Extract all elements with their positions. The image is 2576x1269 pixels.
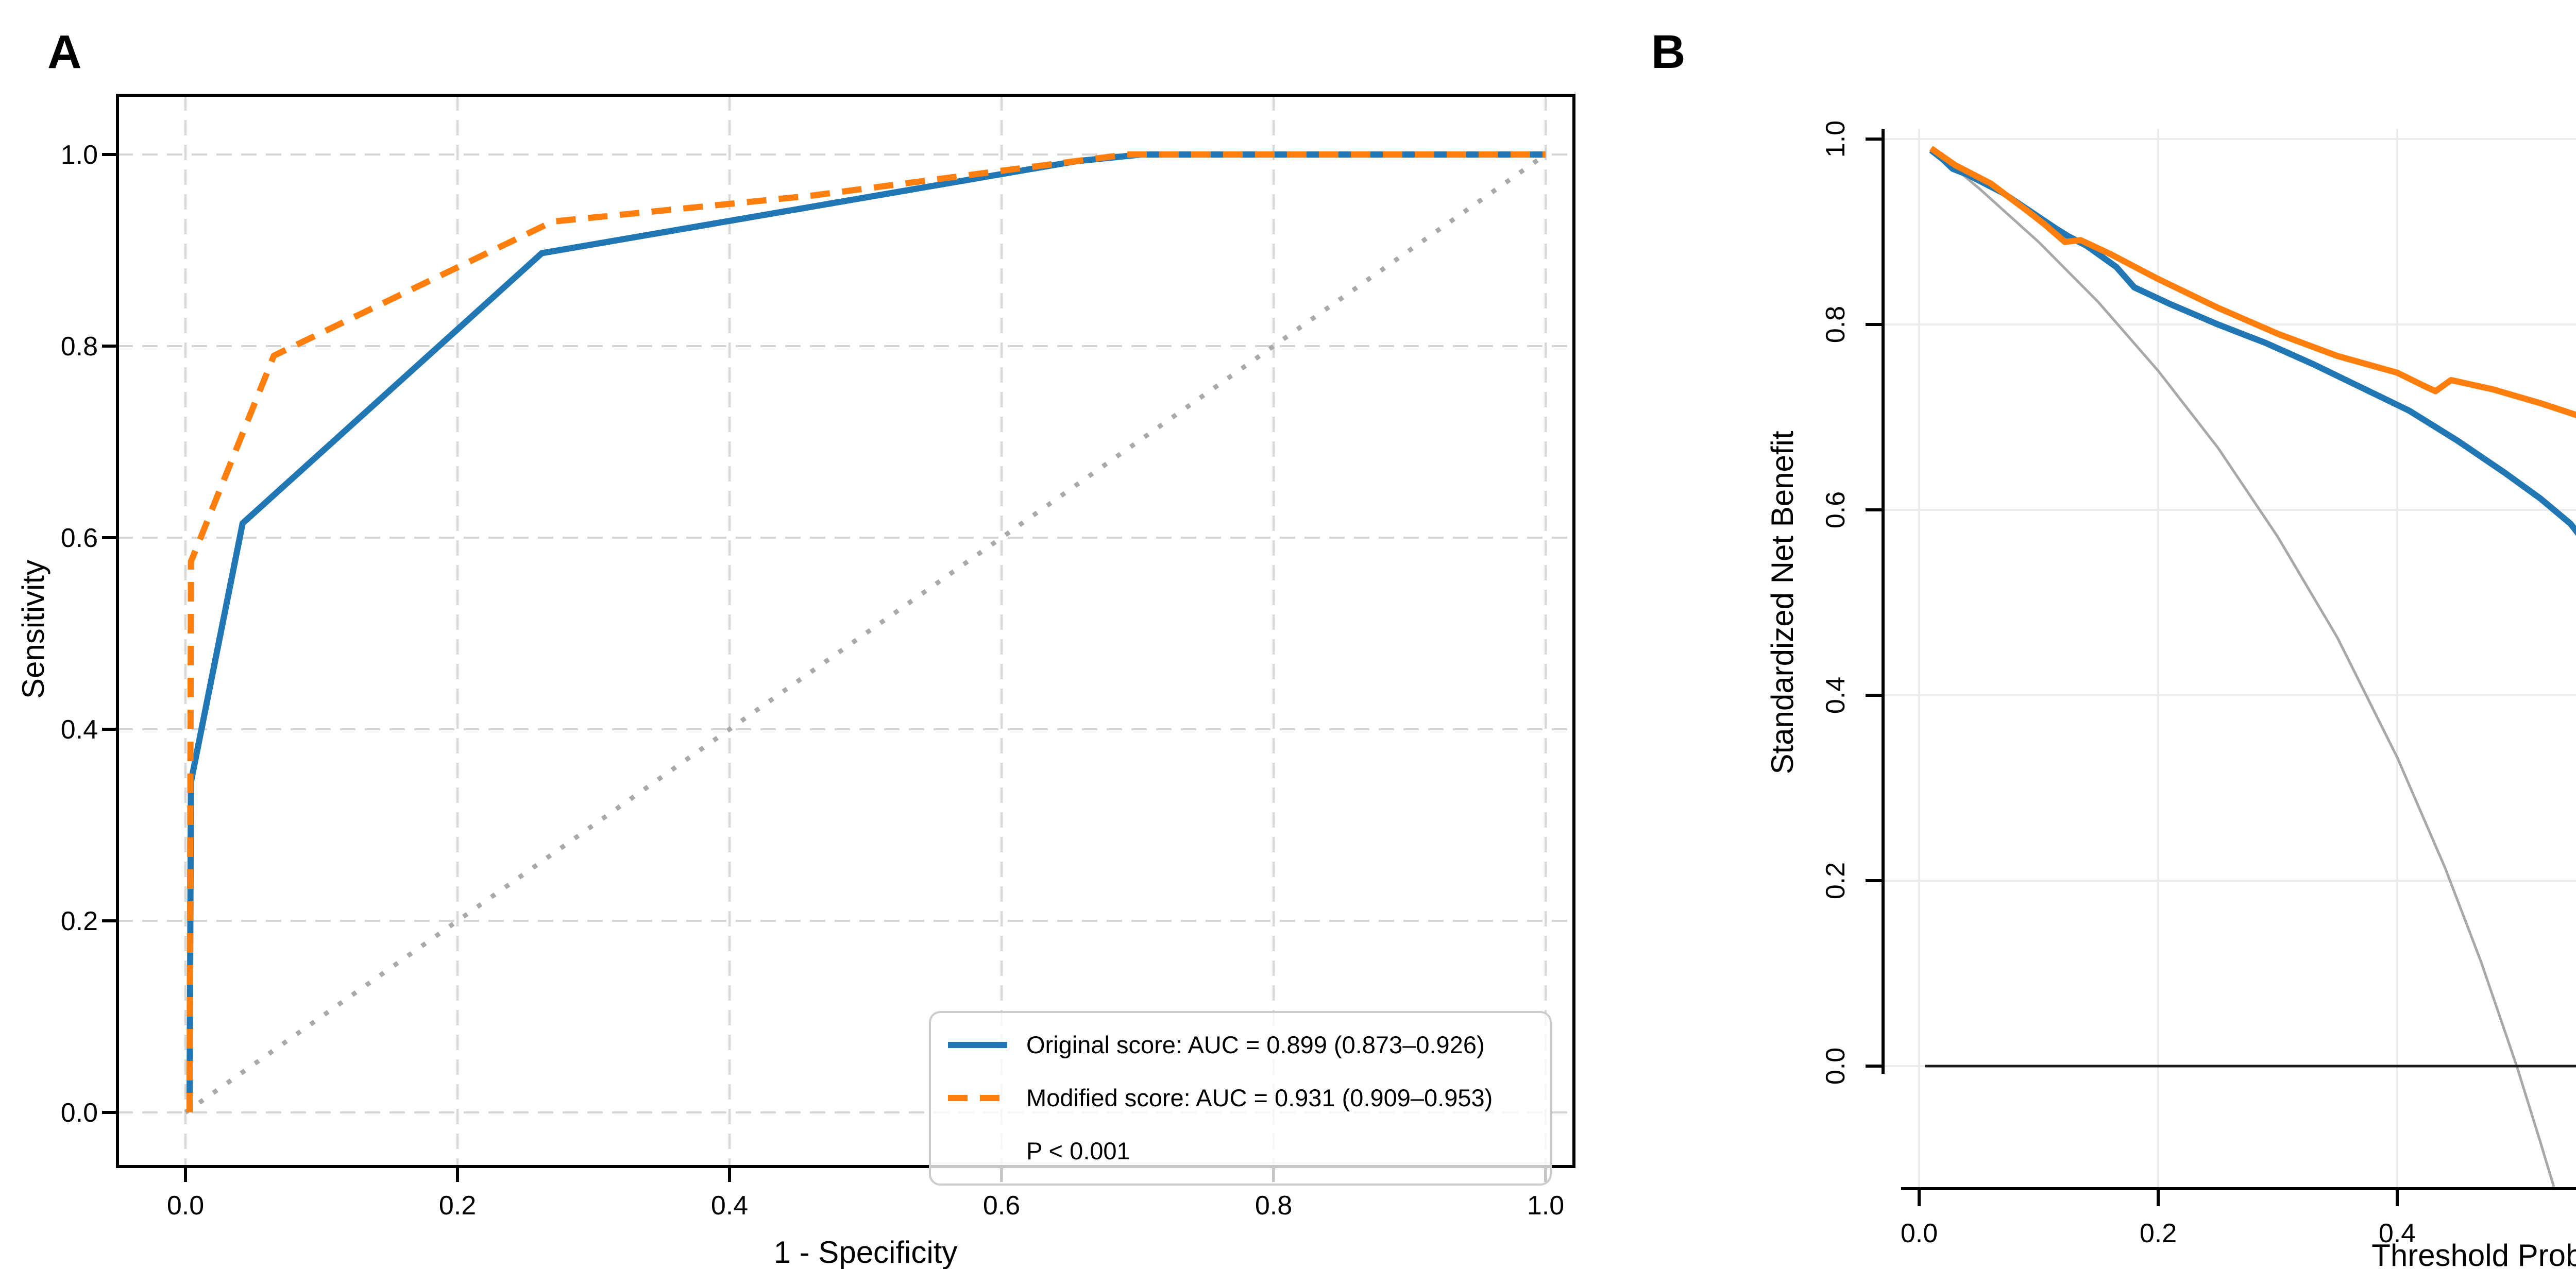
- y-tick-label: 0.2: [61, 906, 98, 936]
- x-tick-label: 0.4: [711, 1191, 748, 1221]
- x-tick-label: 0.0: [167, 1191, 204, 1221]
- legend-box: [929, 1011, 1552, 1186]
- y-tick-label: 0.4: [61, 715, 98, 745]
- y-tick-label: 0.4: [1821, 677, 1851, 714]
- y-tick-label: 0.8: [61, 332, 98, 362]
- panel-b-ticks: 0.00.20.40.60.81.00.00.20.40.60.81.0: [1821, 121, 2416, 1248]
- x-tick-label: 0.2: [2140, 1219, 2177, 1248]
- legend-original-label: Original score: AUC = 0.899 (0.873–0.926…: [1026, 1031, 1485, 1058]
- y-tick-label: 1.0: [61, 140, 98, 170]
- panel-a: A 0.0 0.2 0.4 0.6 0.8 1.0 0.0 0.2 0.4 0.6 0.8 1.0 1…: [16, 26, 1575, 1269]
- y-tick-label: 0.6: [61, 523, 98, 553]
- y-tick-label: 0.0: [61, 1098, 98, 1128]
- legend-pvalue-label: P < 0.001: [1026, 1137, 1130, 1164]
- legend-modified-label: Modified score: AUC = 0.931 (0.909–0.953…: [1026, 1084, 1493, 1111]
- x-tick-label: 1.0: [1527, 1191, 1564, 1221]
- x-tick-label: 0.2: [439, 1191, 476, 1221]
- dca-modified-curve: [1929, 146, 2576, 418]
- panel-a-plot-box: [116, 94, 1575, 1168]
- panel-a-y-axis-title: Sensitivity: [16, 560, 50, 699]
- panel-b-curves: [1925, 146, 2576, 1187]
- y-tick-label: 1.0: [1821, 121, 1851, 158]
- panel-b: B 0.00.20.40.60.81.00.00.20.40.60.81.0 T…: [1651, 26, 2576, 1269]
- panel-a-x-axis-title: 1 - Specificity: [774, 1235, 958, 1269]
- x-tick-label: 0.8: [1255, 1191, 1292, 1221]
- y-tick-label: 0.8: [1821, 306, 1851, 343]
- panel-a-curves: [184, 151, 1547, 1114]
- panel-b-gridlines: [1883, 129, 2576, 1189]
- panel-a-legend: Original score: AUC = 0.899 (0.873–0.926…: [929, 1011, 1552, 1186]
- x-tick-label: 0.0: [1901, 1219, 1938, 1248]
- panel-a-letter: A: [47, 26, 81, 78]
- panel-b-y-axis-title: Standardized Net Benefit: [1765, 431, 1800, 774]
- y-tick-label: 0.0: [1821, 1048, 1851, 1085]
- roc-modified-curve: [186, 151, 1546, 1113]
- panel-b-letter: B: [1651, 26, 1685, 78]
- y-tick-label: 0.6: [1821, 491, 1851, 528]
- panel-b-x-axis-title: Threshold Probability: [2371, 1238, 2576, 1269]
- dca-original-curve: [1929, 147, 2576, 536]
- x-tick-label: 0.4: [2379, 1219, 2416, 1248]
- x-tick-label: 0.6: [983, 1191, 1020, 1221]
- dca-all-curve: [1930, 147, 2555, 1187]
- panel-a-gridlines: [117, 95, 1574, 1167]
- panel-a-ticks: 0.0 0.2 0.4 0.6 0.8 1.0 0.0 0.2 0.4 0.6 0.8 1.0: [61, 140, 1564, 1221]
- y-tick-label: 0.2: [1821, 862, 1851, 899]
